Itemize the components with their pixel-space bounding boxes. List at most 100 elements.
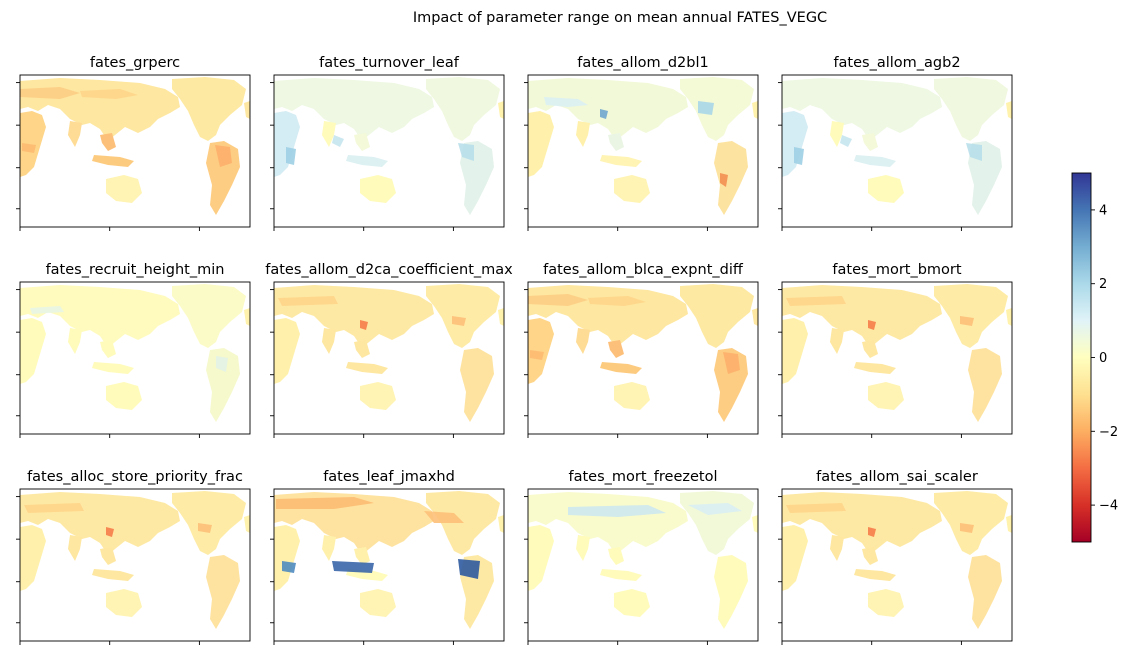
anomaly-patch [360,320,368,330]
subplot-title: fates_mort_bmort [832,262,961,278]
subplot: fates_allom_d2bl1 [524,55,759,231]
land-seasia [354,133,370,151]
subplot: fates_allom_blca_expnt_diff [524,262,759,438]
land-india [322,328,336,354]
subplot-title: fates_recruit_height_min [46,262,225,278]
land-africa [528,111,554,177]
land-india [576,121,590,147]
land-seasia [100,133,116,151]
map-area [274,282,504,434]
anomaly-patch [215,145,232,167]
map-area [782,489,1012,641]
land-islands [346,155,388,167]
land-australia [614,175,650,203]
map-area [528,489,758,641]
map-area [274,489,504,641]
land-islands [346,362,388,374]
land-australia [106,175,142,203]
land-islands [854,569,896,581]
anomaly-patch [966,143,982,161]
anomaly-patch [22,143,36,153]
anomaly-patch [720,173,728,187]
land-namerica [934,491,1008,555]
land-islands [92,362,134,374]
land-seasia [608,547,624,565]
land-islands [600,362,642,374]
axes-frame [19,281,251,435]
land-africa [274,525,300,591]
land-samerica [968,348,1002,422]
land-australia [106,382,142,410]
anomaly-patch [868,527,876,537]
anomaly-patch [458,559,480,579]
subplot: fates_alloc_store_priority_frac [16,469,251,645]
subplot: fates_allom_sai_scaler [778,469,1013,645]
axes-frame [273,488,505,642]
subplot-title: fates_allom_agb2 [833,55,960,71]
land-india [830,535,844,561]
subplot-grid: fates_grperc fates_turnover_leaf fates_all… [16,55,1013,645]
land-seasia [608,340,624,358]
land-islands [600,569,642,581]
axes-frame [527,281,759,435]
subplot-title: fates_allom_blca_expnt_diff [543,262,744,278]
land-india [322,535,336,561]
land-india [576,328,590,354]
land-seasia [862,547,878,565]
anomaly-patch [840,135,852,147]
anomaly-patch [786,503,846,513]
anomaly-patch [458,143,474,161]
map-area [274,75,504,227]
land-islands [854,362,896,374]
land-samerica [206,348,240,422]
axes-frame [781,74,1013,228]
subplot-title: fates_mort_freezetol [568,469,717,485]
land-samerica [206,555,240,629]
anomaly-patch [723,352,740,374]
anomaly-patch [30,306,64,314]
anomaly-patch [332,561,374,573]
colorbar-tick-label: 4 [1099,203,1107,218]
land-europe-right [244,101,250,119]
map-area [20,75,250,227]
land-seasia [100,547,116,565]
land-india [576,535,590,561]
axes-frame [19,74,251,228]
subplot: fates_mort_freezetol [524,469,759,645]
land-samerica [714,141,748,215]
land-samerica [460,348,494,422]
figure-title: Impact of parameter range on mean annual… [413,10,827,26]
land-islands [854,155,896,167]
land-india [322,121,336,147]
land-africa [782,318,808,384]
land-seasia [608,133,624,151]
land-australia [106,589,142,617]
land-samerica [968,141,1002,215]
land-india [68,328,82,354]
land-europe-right [752,308,758,326]
map-area [782,75,1012,227]
land-namerica [934,77,1008,141]
land-africa [274,111,300,177]
colorbar-tick-label: 2 [1099,277,1107,292]
land-samerica [968,555,1002,629]
subplot: fates_leaf_jmaxhd [270,469,505,645]
subplot-title: fates_grperc [90,55,180,71]
axes-frame [527,488,759,642]
anomaly-patch [698,101,714,115]
subplot-title: fates_allom_d2ca_coefficient_max [265,262,513,278]
subplot-title: fates_turnover_leaf [319,55,460,71]
anomaly-patch [600,109,608,119]
land-seasia [100,340,116,358]
land-australia [360,589,396,617]
anomaly-patch [20,87,80,99]
anomaly-patch [960,316,974,326]
anomaly-patch [424,511,464,523]
anomaly-patch [960,523,974,533]
map-area [20,282,250,434]
land-africa [528,318,554,384]
anomaly-patch [276,497,374,509]
anomaly-patch [588,296,646,306]
subplot-title: fates_alloc_store_priority_frac [27,469,243,485]
